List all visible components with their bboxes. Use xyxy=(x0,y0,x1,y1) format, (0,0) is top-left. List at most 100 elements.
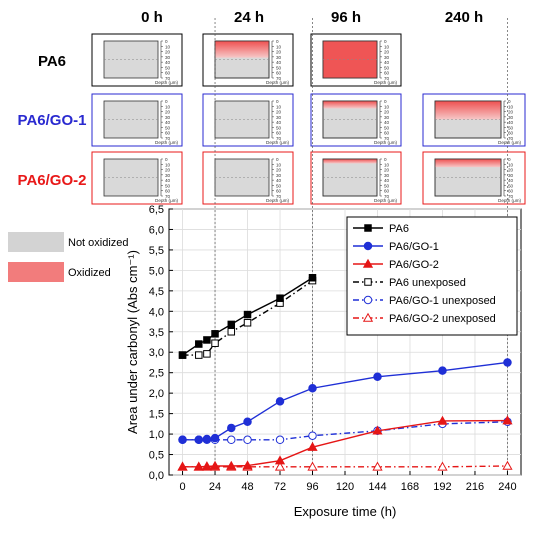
data-point xyxy=(363,241,373,251)
depth-tick-label: 20 xyxy=(165,168,171,173)
depth-tick-label: 40 xyxy=(508,178,514,183)
depth-label: Depth (μm) xyxy=(266,140,290,145)
depth-tick-label: 30 xyxy=(508,115,514,120)
x-axis-label: Exposure time (h) xyxy=(294,504,397,519)
material-label-pa6: PA6 xyxy=(38,53,66,70)
y-axis-label: Area under carbonyl (Abs cm⁻¹) xyxy=(125,250,140,434)
x-tick-label: 96 xyxy=(306,481,318,493)
depth-tick-label: 20 xyxy=(508,110,514,115)
x-tick-label: 0 xyxy=(179,481,185,493)
depth-tick-label: 10 xyxy=(384,104,390,109)
depth-tick-label: 30 xyxy=(165,115,171,120)
legend-label: PA6/GO-2 unexposed xyxy=(389,313,496,325)
timepoint-header: 0 h 24 h 96 h 240 h xyxy=(141,9,483,26)
data-point xyxy=(227,328,236,336)
depth-tick-label: 50 xyxy=(276,183,282,188)
material-label-pa6-go1: PA6/GO-1 xyxy=(18,112,87,129)
data-point xyxy=(193,461,204,471)
data-point xyxy=(195,340,203,348)
material-labels: PA6 PA6/GO-1 PA6/GO-2 xyxy=(18,53,87,189)
depth-tick-label: 10 xyxy=(276,44,282,49)
depth-tick-label: 70 xyxy=(165,194,171,199)
depth-tick-label: 20 xyxy=(165,110,171,115)
depth-tick-label: 50 xyxy=(276,65,282,70)
data-point xyxy=(243,319,252,327)
depth-tick-label: 40 xyxy=(276,120,282,125)
depth-tick-label: 50 xyxy=(384,65,390,70)
y-tick-label: 1,0 xyxy=(149,429,164,441)
depth-label: Depth (μm) xyxy=(155,198,179,203)
data-point xyxy=(362,312,374,322)
data-point xyxy=(437,461,448,471)
data-point xyxy=(177,461,188,471)
depth-tick-label: 50 xyxy=(276,125,282,130)
depth-tick-label: 50 xyxy=(165,183,171,188)
depth-tick-label: 30 xyxy=(165,173,171,178)
depth-tick-label: 30 xyxy=(508,173,514,178)
depth-tick-label: 20 xyxy=(165,50,171,55)
depth-tick-label: 40 xyxy=(165,60,171,65)
data-point xyxy=(307,461,318,471)
data-point xyxy=(178,435,187,445)
data-point xyxy=(437,415,448,425)
data-point xyxy=(243,310,252,319)
depth-tick-label: 10 xyxy=(384,162,390,167)
depth-tick-label: 0 xyxy=(276,157,279,162)
legend-label: PA6 unexposed xyxy=(389,277,466,289)
depth-tick-label: 70 xyxy=(276,194,282,199)
depth-label: Depth (μm) xyxy=(155,80,179,85)
data-point xyxy=(203,336,211,344)
y-tick-label: 3,5 xyxy=(149,327,164,339)
y-tick-label: 5,5 xyxy=(149,245,164,257)
data-point xyxy=(227,320,236,329)
series-line xyxy=(182,465,508,468)
data-point xyxy=(227,435,236,445)
depth-tick-label: 10 xyxy=(165,104,171,109)
depth-tick-label: 60 xyxy=(276,71,282,76)
depth-tick-label: 0 xyxy=(165,99,168,104)
x-tick-label: 24 xyxy=(209,481,221,493)
oxidized-layer xyxy=(323,159,377,164)
depth-tick-label: 40 xyxy=(508,120,514,125)
depth-tick-label: 20 xyxy=(508,168,514,173)
y-tick-label: 2,0 xyxy=(149,388,164,400)
depth-tick-label: 70 xyxy=(508,194,514,199)
oxidized-label: Oxidized xyxy=(68,267,111,279)
depth-tick-label: 20 xyxy=(384,50,390,55)
data-point xyxy=(242,460,253,470)
data-point xyxy=(195,351,203,359)
depth-tick-label: 10 xyxy=(276,104,282,109)
depth-label: Depth (μm) xyxy=(155,140,179,145)
series-line xyxy=(182,421,508,441)
depth-tick-label: 0 xyxy=(384,39,387,44)
oxidized-layer xyxy=(435,159,501,168)
depth-tick-label: 0 xyxy=(508,157,511,162)
depth-tick-label: 60 xyxy=(508,131,514,136)
depth-tick-label: 70 xyxy=(276,76,282,81)
data-point xyxy=(364,224,372,232)
data-point xyxy=(502,460,513,470)
depth-tick-label: 70 xyxy=(276,136,282,141)
data-point xyxy=(227,423,236,433)
depth-tick-label: 10 xyxy=(508,162,514,167)
depth-tick-label: 60 xyxy=(384,189,390,194)
depth-tick-label: 30 xyxy=(276,55,282,60)
data-point xyxy=(372,425,383,435)
oxidized-swatch xyxy=(8,262,64,282)
data-point xyxy=(194,435,204,445)
depth-tick-label: 20 xyxy=(384,110,390,115)
depth-tick-label: 10 xyxy=(165,44,171,49)
depth-label: Depth (μm) xyxy=(266,80,290,85)
y-tick-label: 2,5 xyxy=(149,368,164,380)
depth-tick-label: 50 xyxy=(165,125,171,130)
depth-tick-label: 40 xyxy=(276,178,282,183)
depth-tick-label: 0 xyxy=(384,99,387,104)
data-point xyxy=(274,461,286,471)
data-point xyxy=(503,358,512,367)
depth-tick-label: 70 xyxy=(384,76,390,81)
depth-tick-label: 10 xyxy=(384,44,390,49)
